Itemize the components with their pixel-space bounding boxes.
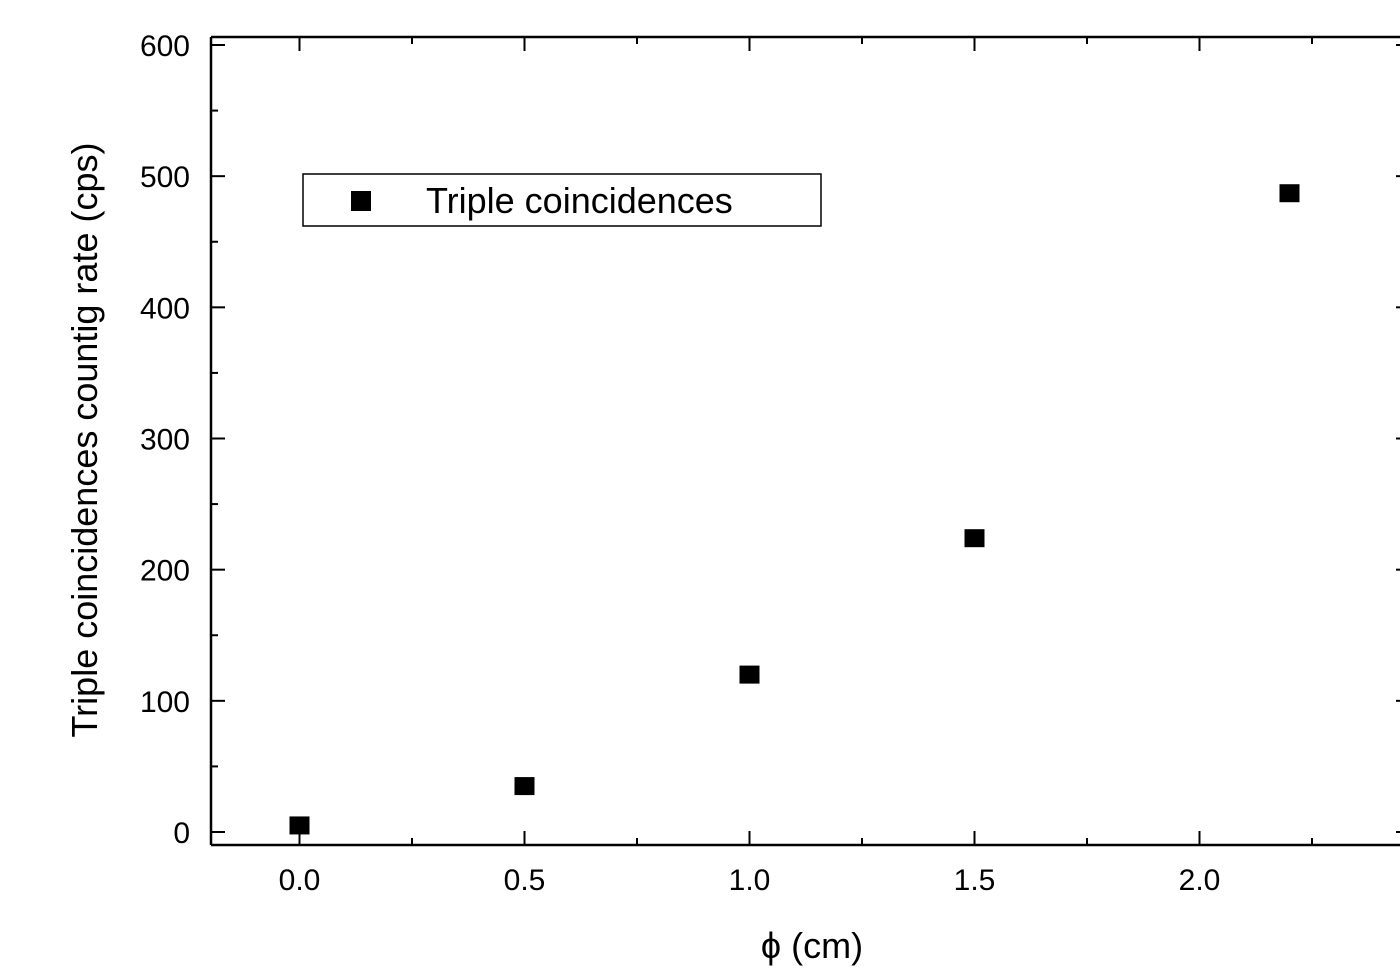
x-tick-label: 2.0: [1179, 864, 1221, 897]
legend-box: [302, 173, 822, 227]
x-tick-label: 1.5: [954, 864, 996, 897]
x-tick-label: 0.0: [279, 864, 321, 897]
x-tick-label: 1.0: [729, 864, 771, 897]
legend-label: Triple coincidences: [426, 180, 733, 221]
legend-marker: [351, 191, 371, 211]
y-tick-label: 200: [140, 555, 190, 588]
y-tick-label: 100: [140, 686, 190, 719]
y-axis-title: Triple coincidences countig rate (cps): [64, 143, 105, 738]
data-point: [289, 816, 310, 835]
y-tick-label: 300: [140, 424, 190, 457]
data-point: [964, 529, 985, 548]
y-axis: 0 100 200 300 400 500 600: [140, 30, 1400, 850]
legend: Triple coincidences: [302, 173, 822, 227]
y-tick-label: 0: [173, 817, 190, 850]
x-axis: 0.0 0.5 1.0 1.5 2.0: [279, 37, 1313, 897]
x-axis-title: ϕ (cm): [761, 925, 863, 966]
data-series: [289, 184, 1300, 835]
y-tick-label: 600: [140, 30, 190, 63]
y-tick-label: 400: [140, 292, 190, 325]
x-tick-label: 0.5: [504, 864, 546, 897]
y-tick-label: 500: [140, 161, 190, 194]
data-point: [1279, 184, 1300, 203]
data-point: [739, 665, 760, 684]
plot-frame: [209, 35, 1400, 847]
data-point: [514, 777, 535, 796]
